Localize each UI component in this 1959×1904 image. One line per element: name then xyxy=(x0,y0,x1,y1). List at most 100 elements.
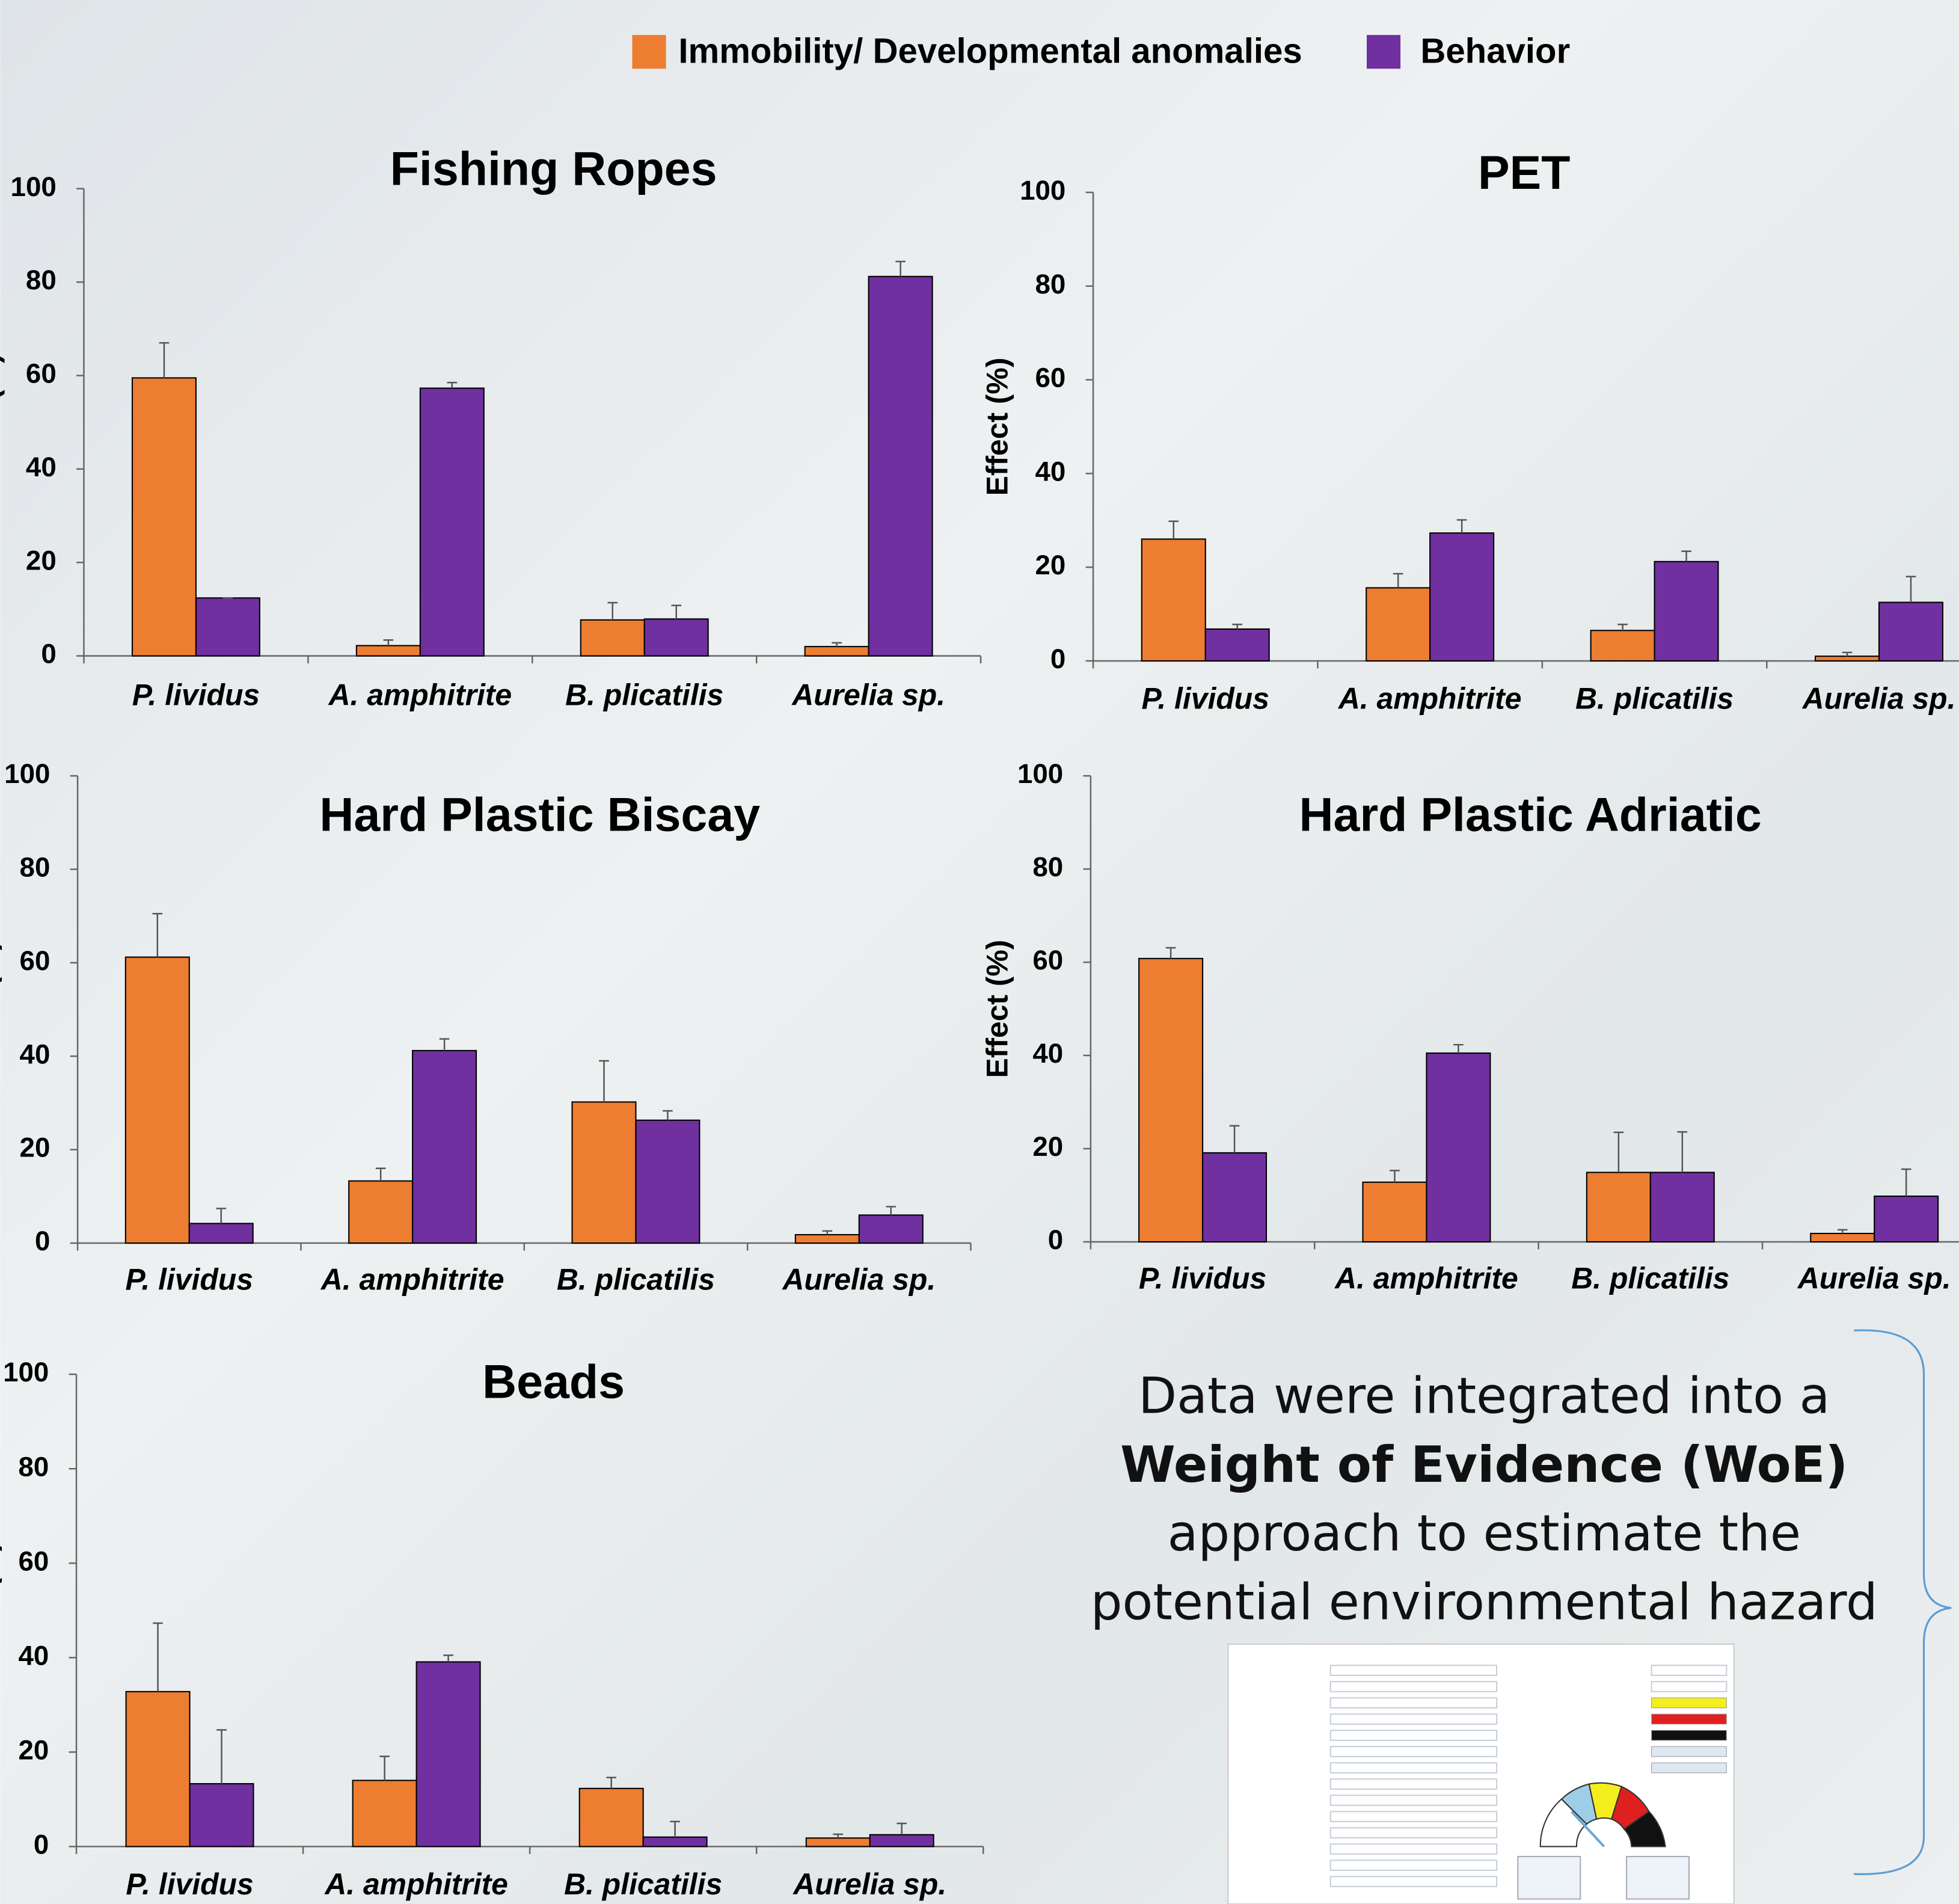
error-bar xyxy=(1393,573,1403,588)
error-bar xyxy=(216,1729,227,1784)
y-axis-label: Effect (%) xyxy=(0,353,5,491)
brace xyxy=(1854,1329,1952,1875)
bar xyxy=(189,1783,254,1847)
error-bar xyxy=(1901,1168,1911,1197)
woe-line: Weight of Evidence (WoE) xyxy=(1120,1436,1848,1494)
error-bar xyxy=(375,1167,386,1181)
x-tick-label: Aurelia sp. xyxy=(781,1263,936,1297)
error-bar xyxy=(832,642,842,647)
bar xyxy=(419,387,485,657)
x-tick-label: P. lividus xyxy=(1139,1262,1266,1295)
y-tick-label: 0 xyxy=(35,1226,50,1256)
x-tick-label: A. amphitrite xyxy=(328,678,512,711)
bar xyxy=(571,1101,637,1244)
bar xyxy=(1204,628,1270,662)
chart-title: Beads xyxy=(482,1356,625,1408)
bar xyxy=(1366,587,1431,662)
y-tick-label: 60 xyxy=(26,358,57,389)
y-tick-label: 100 xyxy=(1017,758,1063,789)
error-bar xyxy=(1229,1125,1240,1153)
bar xyxy=(188,1223,254,1244)
error-bar xyxy=(1842,651,1853,657)
y-tick-label: 40 xyxy=(26,452,57,482)
bar xyxy=(869,1834,934,1847)
error-bar xyxy=(216,1208,227,1224)
bar xyxy=(805,1837,871,1847)
error-bar xyxy=(443,1654,453,1662)
bar xyxy=(1586,1172,1651,1243)
y-tick-label: 20 xyxy=(1035,550,1066,580)
legend-label: Immobility/ Developmental anomalies xyxy=(678,32,1302,71)
y-tick-label: 0 xyxy=(1048,1224,1063,1255)
y-tick-label: 80 xyxy=(20,852,51,883)
y-tick-label: 40 xyxy=(20,1039,51,1069)
bar xyxy=(868,275,933,657)
error-bar xyxy=(152,913,163,957)
bar xyxy=(415,1661,481,1847)
bar xyxy=(578,1787,644,1847)
x-tick-label: A. amphitrite xyxy=(1337,682,1522,716)
x-tick-label: B. plicatilis xyxy=(564,1867,722,1901)
error-bar xyxy=(671,604,682,619)
y-tick-label: 20 xyxy=(1032,1131,1063,1162)
chart: Beads Effect (%) 0 20 40 60 80 100 P. lividus A. … xyxy=(0,1356,984,1901)
error-bar xyxy=(833,1833,844,1838)
error-bar xyxy=(153,1622,163,1692)
y-axis-label: Effect (%) xyxy=(0,1541,2,1680)
error-bar xyxy=(1677,1131,1688,1173)
error-bar xyxy=(670,1820,680,1837)
x-tick-label: Aurelia sp. xyxy=(792,1867,946,1901)
bar xyxy=(1362,1181,1427,1243)
error-bar xyxy=(379,1755,390,1781)
x-tick-label: Aurelia sp. xyxy=(791,678,945,711)
error-bar xyxy=(663,1110,673,1120)
error-bar xyxy=(1837,1229,1848,1234)
y-axis-label: Effect (%) xyxy=(0,941,2,1079)
bar xyxy=(131,377,197,657)
x-tick-label: P. lividus xyxy=(132,678,260,711)
chart: Fishing Ropes Effect (%) 0 20 40 60 80 100 P. li… xyxy=(0,143,982,711)
y-tick-label: 0 xyxy=(1050,643,1065,674)
y-tick-label: 100 xyxy=(1020,175,1065,206)
y-tick-label: 80 xyxy=(18,1451,49,1482)
woe-line: approach to estimate the xyxy=(1168,1504,1801,1562)
woe-screenshot xyxy=(1227,1643,1735,1904)
y-tick-label: 80 xyxy=(1035,269,1066,299)
bar xyxy=(1874,1195,1939,1243)
bar xyxy=(1815,656,1880,662)
chart-title: PET xyxy=(1478,146,1571,199)
chart-title: Hard Plastic Adriatic xyxy=(1299,788,1762,841)
bar xyxy=(1590,630,1655,662)
bar xyxy=(348,1180,414,1244)
bar xyxy=(1654,560,1719,662)
woe-line: Data were integrated into a xyxy=(1138,1367,1830,1425)
error-bar xyxy=(439,1038,450,1051)
hazard-classes xyxy=(1651,1697,1727,1773)
y-tick-label: 60 xyxy=(18,1546,49,1576)
bar xyxy=(1202,1152,1268,1243)
form-fields xyxy=(1329,1665,1728,1887)
error-bar xyxy=(1168,520,1179,539)
error-bar xyxy=(897,1822,907,1835)
error-bar xyxy=(1613,1131,1624,1173)
y-tick-label: 40 xyxy=(18,1640,49,1671)
error-bar xyxy=(1456,519,1467,533)
chart-title: Fishing Ropes xyxy=(390,143,717,195)
bar xyxy=(352,1780,417,1847)
error-bar xyxy=(606,1777,616,1789)
legend-label: Behavior xyxy=(1420,32,1570,71)
error-bar xyxy=(383,639,394,646)
chart-title: Hard Plastic Biscay xyxy=(319,788,760,841)
error-bar xyxy=(895,260,906,277)
y-axis-label: Effect (%) xyxy=(980,358,1014,496)
legend-swatch xyxy=(632,35,666,69)
y-tick-label: 80 xyxy=(1032,852,1063,882)
bar xyxy=(804,646,869,657)
error-bar xyxy=(886,1206,897,1215)
woe-line: potential environmental hazard xyxy=(1091,1573,1878,1631)
legend-swatch xyxy=(1367,35,1401,69)
error-bar xyxy=(1681,550,1691,562)
y-tick-label: 20 xyxy=(26,545,57,576)
